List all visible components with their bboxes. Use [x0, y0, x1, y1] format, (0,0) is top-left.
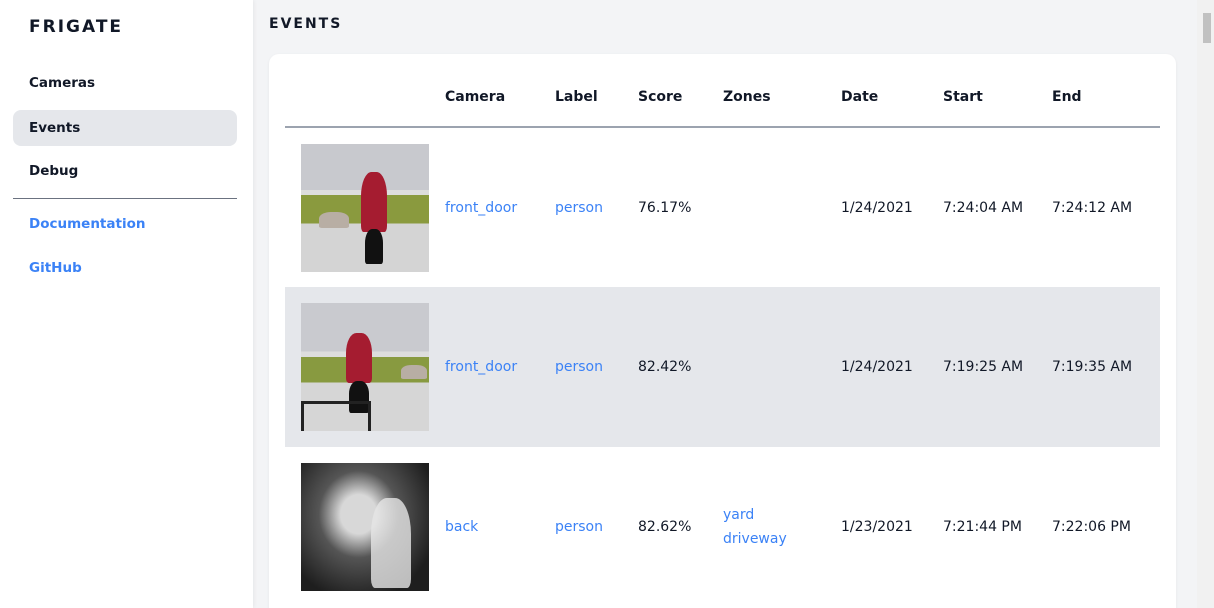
event-thumbnail[interactable]: [301, 303, 429, 431]
start-time: 7:24:04 AM: [943, 199, 1024, 216]
score: 82.42%: [638, 287, 723, 447]
sidebar-item-debug[interactable]: Debug: [29, 163, 79, 179]
events-card: Camera Label Score Zones Date Start End …: [269, 54, 1176, 608]
camera-link[interactable]: front_door: [445, 199, 518, 216]
zones: [723, 287, 841, 447]
col-end: End: [1052, 54, 1160, 128]
label-link[interactable]: person: [555, 199, 603, 216]
zones: yard driveway: [723, 447, 841, 607]
col-score: Score: [638, 54, 723, 128]
sidebar-link-github[interactable]: GitHub: [29, 260, 82, 276]
sidebar: FRIGATE Cameras Events Debug Documentati…: [0, 0, 253, 608]
sidebar-item-cameras[interactable]: Cameras: [29, 75, 96, 91]
zones: [723, 127, 841, 287]
date: 1/24/2021: [841, 287, 943, 447]
event-thumbnail[interactable]: [301, 463, 429, 591]
zone-link[interactable]: driveway: [723, 531, 787, 547]
table-header: Camera Label Score Zones Date Start End: [285, 54, 1160, 128]
zone-link[interactable]: yard: [723, 507, 755, 523]
sidebar-link-documentation[interactable]: Documentation: [29, 216, 146, 232]
camera-link[interactable]: front_door: [445, 359, 518, 375]
scrollbar[interactable]: [1197, 0, 1214, 608]
end-time: 7:22:06 PM: [1052, 519, 1131, 535]
date: 1/23/2021: [841, 519, 913, 535]
col-zones: Zones: [723, 54, 841, 128]
score: 76.17%: [638, 199, 692, 216]
date: 1/24/2021: [841, 199, 913, 216]
sidebar-divider: [13, 198, 237, 199]
col-thumbnail: [285, 54, 445, 128]
col-label: Label: [555, 54, 638, 128]
scrollbar-thumb[interactable]: [1203, 13, 1211, 43]
brand-logo[interactable]: FRIGATE: [29, 17, 124, 37]
col-camera: Camera: [445, 54, 555, 128]
start-time: 7:19:25 AM: [943, 287, 1052, 447]
table-row[interactable]: front_door person 82.42% 1/24/2021 7:19:…: [285, 287, 1160, 447]
score: 82.62%: [638, 519, 692, 535]
start-time: 7:21:44 PM: [943, 519, 1022, 535]
event-thumbnail[interactable]: [301, 143, 429, 272]
sidebar-item-events[interactable]: Events: [13, 110, 237, 146]
end-time: 7:19:35 AM: [1052, 287, 1160, 447]
end-time: 7:24:12 AM: [1052, 199, 1133, 216]
col-date: Date: [841, 54, 943, 128]
table-row[interactable]: front_door person 76.17% 1/24/2021 7:24:…: [285, 127, 1160, 287]
camera-link[interactable]: back: [445, 519, 479, 535]
table-row[interactable]: back person 82.62% yard driveway 1/23/202…: [285, 447, 1160, 607]
events-table: Camera Label Score Zones Date Start End …: [285, 54, 1160, 607]
page-title: EVENTS: [269, 16, 343, 32]
label-link[interactable]: person: [555, 519, 603, 535]
label-link[interactable]: person: [555, 359, 603, 375]
col-start: Start: [943, 54, 1052, 128]
